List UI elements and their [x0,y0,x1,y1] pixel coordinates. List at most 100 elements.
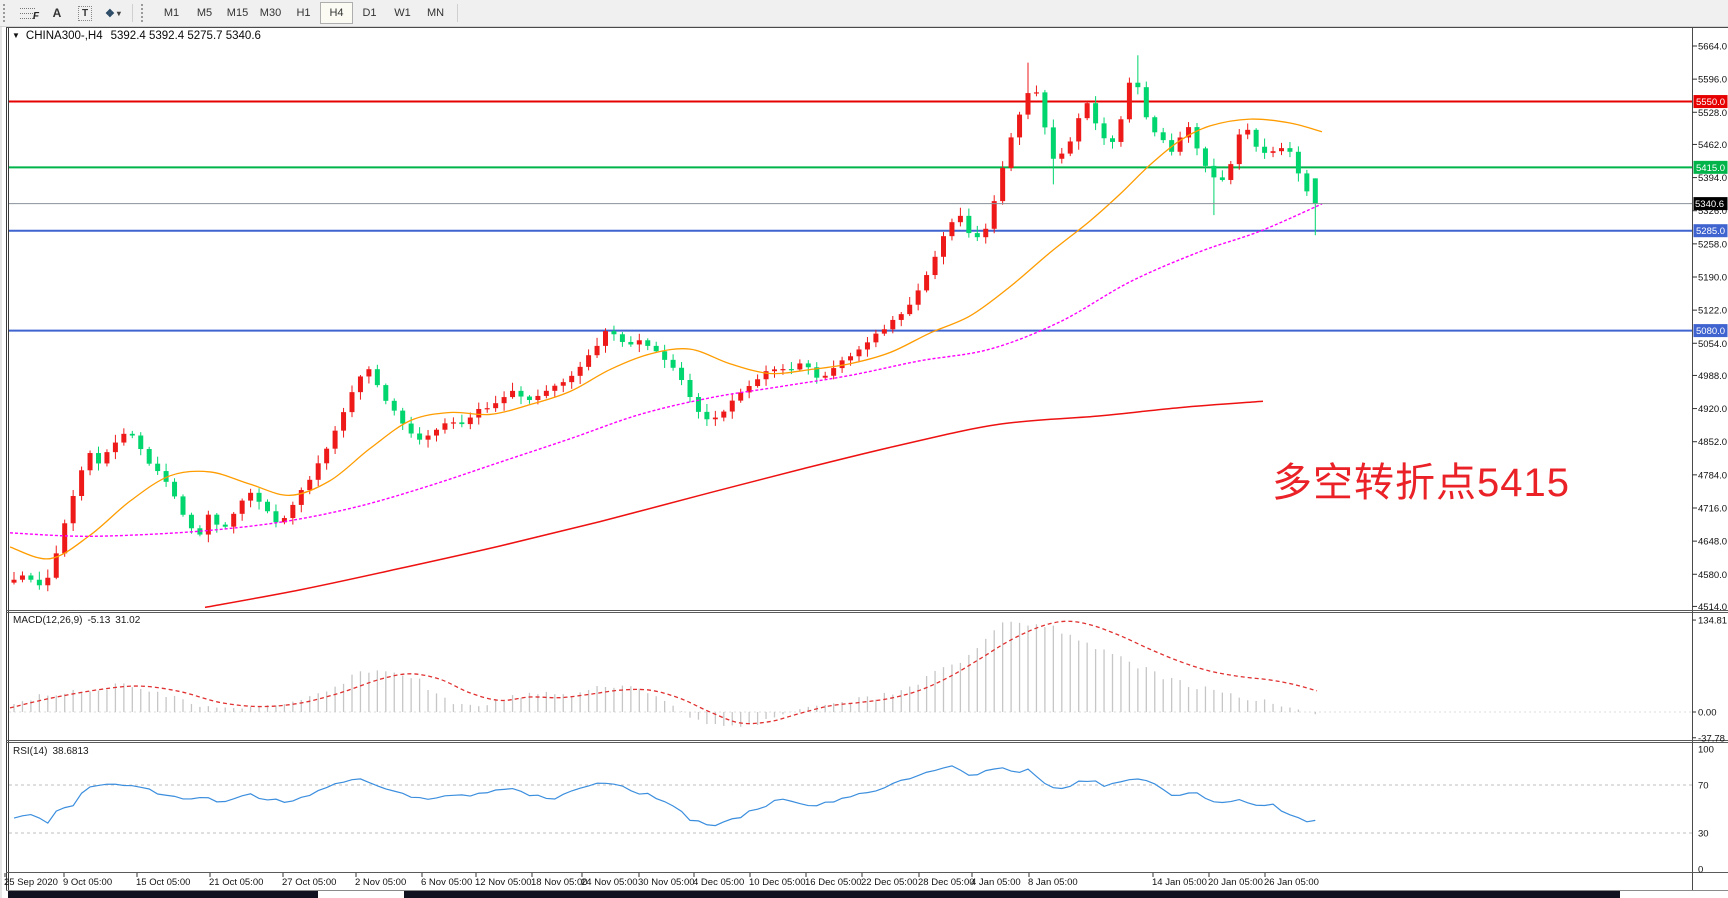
svg-text:5122.0: 5122.0 [1698,306,1727,317]
svg-text:4 Dec 05:00: 4 Dec 05:00 [693,877,744,888]
label-tool-letter: T [77,5,93,21]
label-tool-icon[interactable]: T [75,3,95,23]
arrows-tool-icon[interactable]: ❖ ▾ [103,3,123,23]
svg-text:18 Nov 05:00: 18 Nov 05:00 [531,877,588,888]
svg-text:15 Oct 05:00: 15 Oct 05:00 [136,877,190,888]
svg-text:0: 0 [1698,865,1703,876]
svg-text:4580.0: 4580.0 [1698,570,1727,581]
chart-frame [0,26,1728,898]
svg-text:24 Nov 05:00: 24 Nov 05:00 [581,877,638,888]
ma-mid-magenta [9,203,1323,537]
svg-text:10 Dec 05:00: 10 Dec 05:00 [749,877,806,888]
svg-text:4852.0: 4852.0 [1698,437,1727,448]
toolbar-drag-handle[interactable] [3,4,11,22]
fibonacci-icon-letter: F [32,10,39,22]
svg-text:5285.0: 5285.0 [1696,226,1725,237]
svg-text:20 Jan 05:00: 20 Jan 05:00 [1208,877,1263,888]
svg-text:12 Nov 05:00: 12 Nov 05:00 [475,877,532,888]
svg-text:4988.0: 4988.0 [1698,371,1727,382]
svg-text:4 Jan 05:00: 4 Jan 05:00 [971,877,1021,888]
svg-text:30: 30 [1698,829,1709,840]
svg-text:27 Oct 05:00: 27 Oct 05:00 [282,877,336,888]
timeframe-button-mn[interactable]: MN [426,7,445,19]
svg-text:5080.0: 5080.0 [1696,326,1725,337]
svg-text:5054.0: 5054.0 [1698,339,1727,350]
current-price-line: 5340.6 [9,197,1728,211]
timeframe-button-m15[interactable]: M15 [226,7,249,19]
svg-text:5394.0: 5394.0 [1698,173,1727,184]
chevron-down-icon[interactable]: ▾ [116,8,121,18]
svg-text:5596.0: 5596.0 [1698,75,1727,86]
svg-text:21 Oct 05:00: 21 Oct 05:00 [209,877,263,888]
svg-text:4648.0: 4648.0 [1698,537,1727,548]
ohlc-values: 5392.4 5392.4 5275.7 5340.6 [110,30,261,42]
svg-text:4784.0: 4784.0 [1698,470,1727,481]
svg-text:5190.0: 5190.0 [1698,272,1727,283]
rsi-value: 38.6813 [52,746,89,757]
macd-panel: 134.81 0.00 -37.78 [9,616,1727,744]
svg-text:5415.0: 5415.0 [1696,163,1725,174]
svg-text:30 Nov 05:00: 30 Nov 05:00 [638,877,695,888]
svg-text:8 Jan 05:00: 8 Jan 05:00 [1028,877,1078,888]
svg-text:2 Nov 05:00: 2 Nov 05:00 [355,877,406,888]
svg-text:26 Jan 05:00: 26 Jan 05:00 [1264,877,1319,888]
timeframe-button-h1[interactable]: H1 [296,7,311,19]
timeframe-button-w1[interactable]: W1 [394,7,411,19]
svg-text:-37.78: -37.78 [1698,733,1725,744]
chart-annotation-text: 多空转折点5415 [1272,461,1570,505]
candlestick-series [11,55,1318,592]
macd-indicator-label: MACD(12,26,9) -5.13 31.02 [13,615,145,626]
svg-text:4514.0: 4514.0 [1698,602,1727,613]
svg-text:5340.6: 5340.6 [1695,199,1724,210]
timeframe-button-d1[interactable]: D1 [362,7,377,19]
svg-text:100: 100 [1698,745,1714,756]
svg-text:5326.0: 5326.0 [1698,206,1727,217]
svg-text:5664.0: 5664.0 [1698,42,1727,53]
svg-text:5550.0: 5550.0 [1696,97,1725,108]
collapse-triangle-icon[interactable]: ▼ [12,31,20,40]
macd-main-value: -5.13 [87,615,111,626]
toolbar: F A T ❖ ▾ M1 M5 M15 M30 H1 H4 D1 W1 MN [0,0,1728,27]
symbol-name: CHINA300-,H4 [25,30,103,42]
svg-text:0.00: 0.00 [1698,708,1717,719]
text-tool-icon[interactable]: A [52,6,62,20]
bottom-panel-edge[interactable] [8,891,1620,898]
svg-text:5258.0: 5258.0 [1698,239,1727,250]
timeframe-button-m30[interactable]: M30 [259,7,282,19]
price-axis: 5664.0 5596.0 5528.0 5462.0 5394.0 5326.0 5258… [1692,42,1727,613]
timeframe-button-m5[interactable]: M5 [196,7,213,19]
svg-text:14 Jan 05:00: 14 Jan 05:00 [1152,877,1207,888]
timeframe-group: M1 M5 M15 M30 H1 H4 D1 W1 MN [155,2,452,24]
toolbar-separator [132,4,133,22]
fibonacci-icon[interactable]: F [19,6,39,22]
moving-average-lines [9,118,1323,609]
svg-text:9 Oct 05:00: 9 Oct 05:00 [63,877,112,888]
svg-text:28 Dec 05:00: 28 Dec 05:00 [918,877,975,888]
svg-text:4716.0: 4716.0 [1698,503,1727,514]
date-axis: 25 Sep 2020 9 Oct 05:00 15 Oct 05:00 21 Oct… [4,873,1319,888]
chart-symbol-title: ▼ CHINA300-,H4 5392.4 5392.4 5275.7 5340.6 [12,30,261,42]
macd-name: MACD(12,26,9) [13,615,83,626]
toolbar-separator-2 [457,4,458,22]
timeframe-button-h4[interactable]: H4 [320,2,353,24]
ma-slow-red [204,400,1264,609]
rsi-indicator-label: RSI(14) 38.6813 [13,746,94,757]
svg-text:25 Sep 2020: 25 Sep 2020 [4,877,58,888]
macd-signal-value: 31.02 [115,615,141,626]
svg-text:5528.0: 5528.0 [1698,108,1727,119]
svg-text:134.81: 134.81 [1698,616,1727,627]
ma-fast-orange [9,118,1323,560]
svg-text:4920.0: 4920.0 [1698,404,1727,415]
timeframe-drag-handle[interactable] [141,4,149,22]
rsi-name: RSI(14) [13,746,48,757]
svg-text:22 Dec 05:00: 22 Dec 05:00 [861,877,918,888]
svg-text:5462.0: 5462.0 [1698,140,1727,151]
arrows-glyph: ❖ [105,7,115,20]
horizontal-level-lines[interactable]: 5550.0 5415.0 5285.0 5080.0 [9,95,1728,338]
svg-text:6 Nov 05:00: 6 Nov 05:00 [421,877,472,888]
svg-text:70: 70 [1698,781,1709,792]
timeframe-button-m1[interactable]: M1 [163,7,180,19]
svg-text:16 Dec 05:00: 16 Dec 05:00 [805,877,862,888]
